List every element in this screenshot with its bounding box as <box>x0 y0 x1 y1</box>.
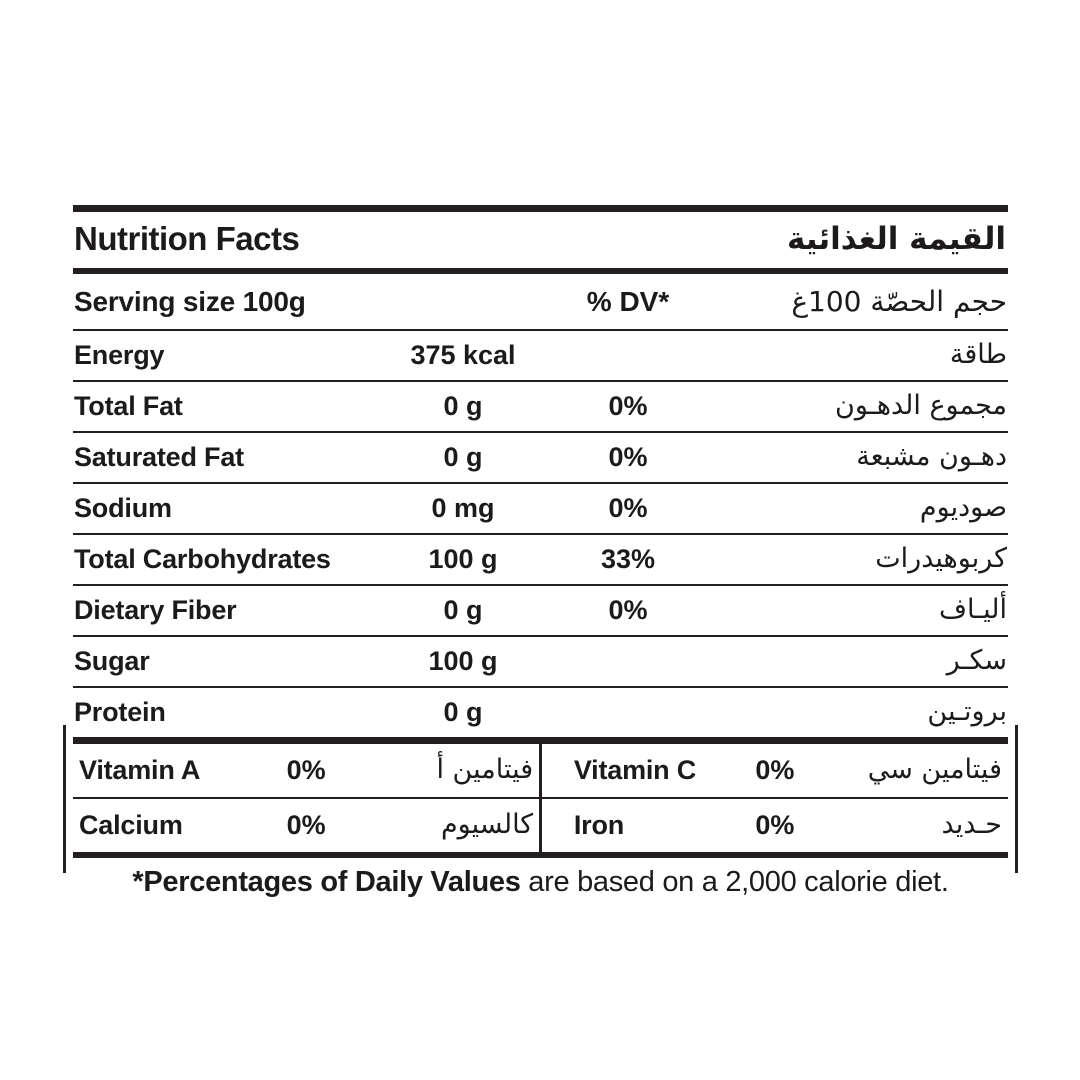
nutrient-amount: 100 g <box>428 646 498 676</box>
nutrient-label-ar: دهـون مشبعة <box>856 441 1007 472</box>
micro-label: Calcium <box>79 809 183 840</box>
nutrient-label: Energy <box>74 340 165 370</box>
micro-cell-iron: Iron 0% حـديد <box>541 796 1008 852</box>
title-row: Nutrition Facts القيمة الغذائية <box>73 212 1008 268</box>
nutrient-dv: 0% <box>608 493 648 523</box>
micros-right-border <box>1015 725 1018 873</box>
header-rule <box>73 267 1008 274</box>
micro-label-ar: كالسيوم <box>440 808 534 840</box>
nutrition-facts-label: Nutrition Facts القيمة الغذائية Serving … <box>63 205 1018 899</box>
daily-value-header: % DV* <box>586 286 670 317</box>
nutrient-label-ar: سكـر <box>946 645 1007 676</box>
nutrient-dv: 33% <box>600 544 656 574</box>
footnote-bold-text: *Percentages of Daily Values <box>132 866 521 898</box>
nutrient-row-total-fat: Total Fat 0 g 0% مجموع الدهـون <box>73 380 1008 431</box>
micronutrients-grid: Vitamin A 0% فيتامين أ Vitamin C 0% فيتا… <box>73 743 1008 852</box>
nutrient-label-ar: مجموع الدهـون <box>835 390 1007 421</box>
nutrient-row-energy: Energy 375 kcal طاقة <box>73 329 1008 380</box>
micronutrients-section: Vitamin A 0% فيتامين أ Vitamin C 0% فيتا… <box>63 725 1018 873</box>
micros-left-border <box>63 725 66 873</box>
micro-dv: 0% <box>286 809 326 840</box>
micro-dv: 0% <box>755 809 795 840</box>
daily-value-footnote: *Percentages of Daily Values are based o… <box>73 865 1008 899</box>
nutrient-dv: 0% <box>608 442 648 472</box>
micro-label: Iron <box>573 809 625 840</box>
micro-dv: 0% <box>286 754 326 785</box>
nutrient-dv: 0% <box>608 391 648 421</box>
micro-label: Vitamin A <box>79 754 201 785</box>
nutrient-label-ar: بروتـين <box>927 696 1007 727</box>
micro-cell-vitamin-c: Vitamin C 0% فيتامين سي <box>542 744 1008 797</box>
nutrient-amount: 0 g <box>443 391 483 421</box>
footnote-regular-text: are based on a 2,000 calorie diet. <box>520 866 949 898</box>
top-rule <box>73 205 1008 212</box>
nutrient-amount: 0 g <box>443 442 483 472</box>
micro-label-ar: حـديد <box>941 808 1002 840</box>
micros-top-rule <box>73 737 1008 744</box>
nutrient-label: Sugar <box>74 646 150 676</box>
nutrient-amount: 0 g <box>443 697 483 727</box>
micros-bottom-rule <box>73 851 1008 858</box>
micro-label-ar: فيتامين سي <box>867 753 1002 785</box>
title-arabic: القيمة الغذائية <box>787 220 1006 257</box>
micro-cell-calcium: Calcium 0% كالسيوم <box>73 796 540 852</box>
serving-size-label: Serving size 100g <box>74 286 306 317</box>
nutrient-label-ar: صوديوم <box>919 492 1007 523</box>
nutrient-amount: 0 g <box>443 595 483 625</box>
nutrient-label: Sodium <box>74 493 172 523</box>
nutrient-row-protein: Protein 0 g بروتـين <box>73 686 1008 737</box>
nutrient-label: Total Carbohydrates <box>74 544 331 574</box>
nutrient-dv: 0% <box>608 595 648 625</box>
nutrient-label: Saturated Fat <box>74 442 244 472</box>
nutrient-amount: 100 g <box>428 544 498 574</box>
nutrient-label-ar: طاقة <box>949 339 1007 370</box>
nutrient-label-ar: كربوهيدرات <box>875 543 1007 574</box>
micro-label: Vitamin C <box>573 754 697 785</box>
micro-dv: 0% <box>755 754 795 785</box>
nutrient-row-dietary-fiber: Dietary Fiber 0 g 0% أليـاف <box>73 584 1008 635</box>
micro-cell-vitamin-a: Vitamin A 0% فيتامين أ <box>73 744 539 797</box>
nutrient-amount: 0 mg <box>431 493 495 523</box>
nutrient-label: Protein <box>74 697 166 727</box>
serving-size-row: Serving size 100g % DV* حجم الحصّة 100غ <box>73 274 1008 329</box>
micros-center-divider <box>539 743 542 852</box>
nutrient-label-ar: أليـاف <box>938 594 1007 625</box>
nutrient-row-saturated-fat: Saturated Fat 0 g 0% دهـون مشبعة <box>73 431 1008 482</box>
nutrient-row-total-carbohydrates: Total Carbohydrates 100 g 33% كربوهيدرات <box>73 533 1008 584</box>
serving-size-label-ar: حجم الحصّة 100غ <box>791 285 1007 318</box>
nutrient-row-sugar: Sugar 100 g سكـر <box>73 635 1008 686</box>
micro-label-ar: فيتامين أ <box>436 753 534 785</box>
title-english: Nutrition Facts <box>74 219 300 257</box>
nutrient-amount: 375 kcal <box>410 340 516 370</box>
nutrient-row-sodium: Sodium 0 mg 0% صوديوم <box>73 482 1008 533</box>
nutrient-label: Total Fat <box>74 391 183 421</box>
nutrient-label: Dietary Fiber <box>74 595 237 625</box>
